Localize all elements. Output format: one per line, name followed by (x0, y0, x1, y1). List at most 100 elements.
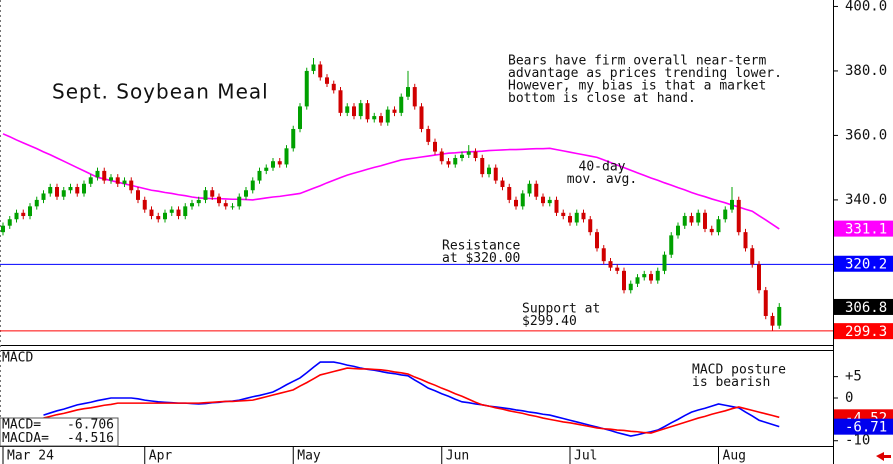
readout-label: MACD= (2, 418, 41, 433)
candle-body (385, 109, 390, 123)
candle-body (318, 64, 323, 78)
candle-body (271, 161, 275, 168)
candle-body (55, 187, 59, 197)
candle-body (500, 180, 505, 188)
candle-body (662, 254, 667, 271)
annotation: at $320.00 (442, 251, 520, 266)
candle-body (109, 177, 113, 181)
candle-body (439, 151, 444, 162)
candle-body (122, 180, 127, 184)
y-tick-label: +5 (845, 369, 862, 385)
candle-body (696, 212, 701, 223)
candle-body (311, 64, 316, 71)
candle-body (352, 106, 356, 117)
candle-body (372, 116, 377, 120)
annotation: Support at (522, 302, 600, 317)
candle-body (399, 96, 404, 113)
candle-body (183, 206, 188, 217)
x-tick-label: Aug (723, 449, 746, 464)
candle-body (466, 151, 471, 155)
readout-box (0, 417, 119, 447)
price-tag-label: 331.1 (845, 222, 887, 238)
candle-body (244, 190, 248, 197)
candle-body (541, 196, 545, 204)
candle-body (115, 177, 120, 184)
candle-body (257, 170, 262, 181)
candle-body (493, 167, 498, 181)
candle-body (419, 106, 424, 129)
candle-body (210, 190, 215, 197)
candle-body (190, 203, 194, 207)
candle-body (446, 161, 451, 165)
x-tick-label: Jun (446, 449, 469, 464)
candle-body (595, 232, 599, 249)
annotation: advantage as prices trending lower. (508, 66, 782, 81)
candle-body (88, 177, 93, 184)
candle-body (723, 209, 728, 220)
candle-body (568, 216, 572, 223)
price-tag-label: 299.3 (845, 324, 887, 340)
candle-body (196, 199, 201, 204)
candle-body (743, 232, 748, 249)
y-tick-label: 340.0 (845, 192, 887, 208)
candle-body (412, 87, 417, 107)
price-tag (834, 418, 893, 435)
candle-body (7, 219, 12, 226)
candle-body (547, 199, 552, 204)
candle-body (237, 196, 242, 207)
candle-body (757, 264, 761, 291)
candle-body (709, 228, 714, 233)
candle-body (61, 190, 66, 197)
x-tick-label: May (297, 449, 321, 464)
candle-body (365, 103, 370, 120)
nav-arrow-icon[interactable] (876, 452, 891, 461)
annotation: MACD posture (692, 363, 786, 378)
candle-body (331, 83, 336, 91)
y-tick-label: 380.0 (845, 63, 887, 79)
candle-body (217, 196, 221, 204)
candle-body (34, 199, 39, 207)
candle-body (736, 199, 741, 233)
annotation: However, my bias is that a market (508, 79, 766, 94)
y-tick-label: 400.0 (845, 0, 887, 14)
candle-body (777, 306, 782, 326)
annotation: Resistance (442, 239, 520, 254)
candle-body (358, 103, 363, 117)
candle-body (176, 209, 181, 217)
candle-body (676, 225, 680, 236)
candle-body (480, 157, 485, 175)
candle-body (426, 128, 431, 142)
candle-body (608, 261, 613, 268)
annotation: bottom is close at hand. (508, 91, 696, 106)
candle-body (682, 216, 687, 226)
candle-body (514, 199, 518, 207)
candle-body (392, 109, 397, 113)
candle-body (203, 190, 208, 200)
candle-body (82, 183, 86, 194)
readout-value: -6.706 (67, 418, 114, 433)
candle-body (622, 270, 626, 291)
candle-body (277, 161, 282, 165)
candle-body (68, 187, 73, 191)
candle-body (298, 106, 302, 129)
candle-body (264, 167, 269, 171)
annotation: $299.40 (522, 314, 577, 329)
price-tag-label: 306.8 (845, 300, 887, 316)
candle-body (325, 77, 329, 84)
candle-body (169, 209, 174, 213)
y-tick-label: -10 (845, 433, 870, 449)
candle-body (689, 216, 694, 223)
candle-body (561, 212, 566, 217)
candle-body (379, 116, 383, 123)
x-tick-label: Apr (149, 449, 173, 464)
price-tag (834, 255, 893, 272)
candle-body (574, 212, 579, 223)
candle-body (635, 277, 640, 284)
candle-body (615, 267, 620, 271)
candle-body (453, 157, 458, 165)
candle-body (163, 212, 167, 220)
candle-body (223, 203, 228, 207)
price-tag-label: 320.2 (845, 257, 887, 273)
